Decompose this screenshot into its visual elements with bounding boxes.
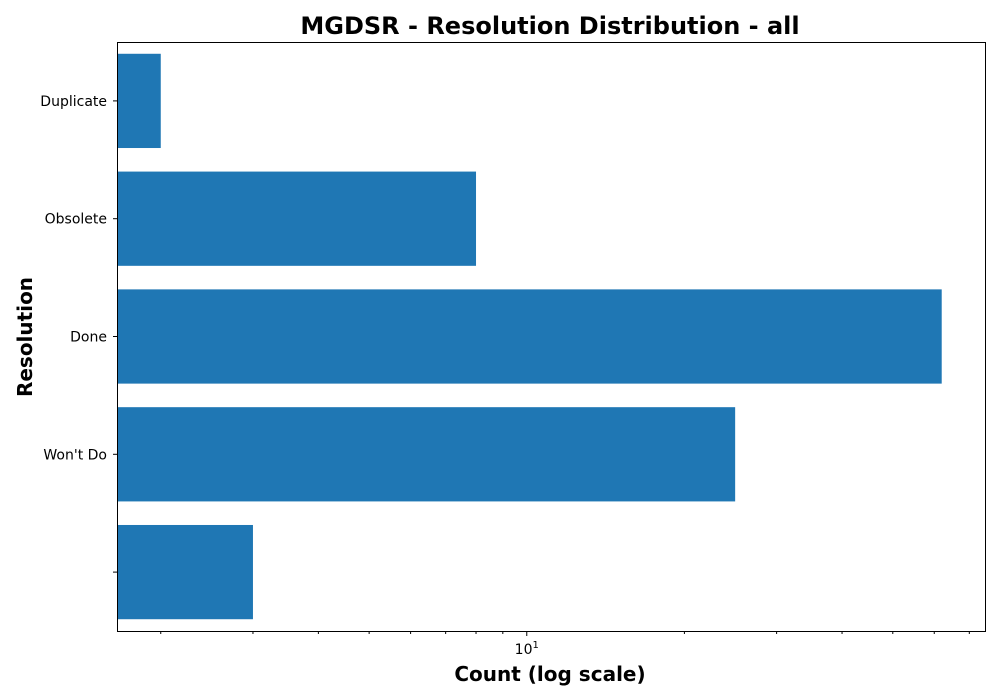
y-tick-label-won-t-do: Won't Do [43,447,107,463]
bar-won-t-do [117,407,736,502]
bar-duplicate [117,53,161,149]
x-tick-label: 101 [515,640,539,658]
y-tick-label-done: Done [70,330,107,346]
plot-frame [117,42,986,632]
bar-blank [117,524,253,620]
y-ticks-group: Duplicate Obsolete Done Won't Do [40,94,117,573]
chart-title: MGDSR - Resolution Distribution - all [300,12,799,40]
x-axis-label: Count (log scale) [454,662,645,686]
bar-done [117,289,942,384]
y-tick-label-duplicate: Duplicate [40,94,107,110]
bars-group [117,53,942,620]
bar-obsolete [117,171,477,266]
y-tick-label-obsolete: Obsolete [45,212,107,228]
y-axis-label: Resolution [13,277,37,397]
x-ticks-group: 101 [160,631,970,658]
